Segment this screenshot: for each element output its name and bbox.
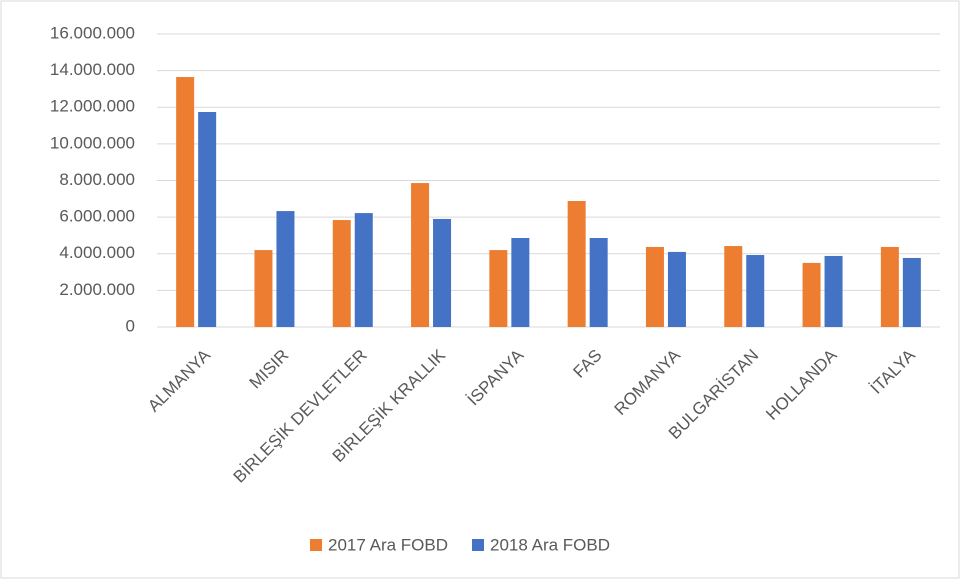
bar — [176, 77, 195, 327]
bar — [589, 238, 608, 327]
bar — [880, 246, 899, 327]
y-tick-label: 2.000.000 — [59, 280, 135, 299]
y-tick-label: 8.000.000 — [59, 170, 135, 189]
y-tick-label: 0 — [126, 316, 135, 335]
bar — [802, 262, 821, 327]
bar — [433, 218, 452, 327]
legend-label: 2017 Ara FOBD — [328, 535, 448, 554]
bar — [276, 211, 295, 327]
bar — [902, 257, 921, 327]
bar — [667, 251, 686, 327]
bar — [198, 112, 217, 327]
legend-label: 2018 Ara FOBD — [490, 535, 610, 554]
y-tick-label: 10.000.000 — [50, 133, 135, 152]
bar — [724, 246, 743, 327]
bar — [332, 220, 351, 327]
bar — [254, 250, 273, 327]
y-tick-label: 4.000.000 — [59, 243, 135, 262]
bar — [567, 201, 586, 327]
bar — [746, 255, 765, 327]
bar — [354, 213, 373, 327]
bar — [645, 246, 664, 327]
bar — [511, 238, 530, 327]
y-tick-label: 6.000.000 — [59, 207, 135, 226]
legend-swatch — [310, 539, 322, 551]
y-tick-label: 16.000.000 — [50, 23, 135, 42]
y-tick-label: 14.000.000 — [50, 60, 135, 79]
bar — [411, 183, 430, 327]
legend-swatch — [472, 539, 485, 551]
y-tick-label: 12.000.000 — [50, 97, 135, 116]
bar — [824, 255, 843, 327]
bar — [489, 250, 508, 327]
